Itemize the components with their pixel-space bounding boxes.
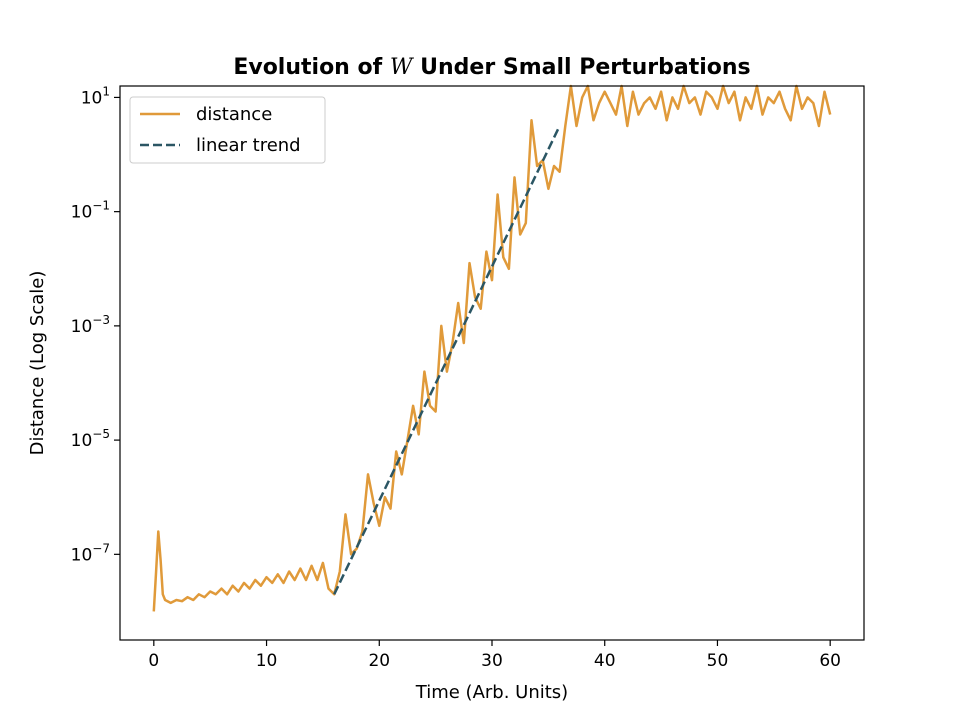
legend-label-linear-trend: linear trend: [196, 135, 301, 156]
series-line-linear-trend: [333, 125, 561, 595]
x-tick-label: 50: [707, 651, 729, 671]
y-axis-label: Distance (Log Scale): [27, 271, 48, 456]
y-tick-label: 101: [81, 84, 110, 108]
chart-title-prefix: Evolution of: [233, 55, 390, 80]
chart-title-symbol: W: [390, 55, 415, 80]
x-tick-label: 40: [594, 651, 616, 671]
legend-label-distance: distance: [196, 104, 272, 125]
plot-area: [152, 84, 832, 612]
x-tick-label: 60: [819, 651, 841, 671]
x-tick-label: 30: [481, 651, 503, 671]
y-tick-label: 10−1: [71, 199, 110, 223]
chart-title: Evolution of W Under Small Perturbations: [233, 55, 750, 80]
chart-title-suffix: Under Small Perturbations: [412, 55, 750, 80]
x-tick-label: 0: [148, 651, 159, 671]
y-tick-label: 10−3: [71, 313, 110, 337]
y-axis: 101 10−1 10−3 10−5 10−7: [71, 84, 120, 565]
y-tick-label: 10−7: [71, 541, 110, 565]
series-line-distance: [152, 84, 832, 612]
x-tick-label: 10: [256, 651, 278, 671]
x-tick-label: 20: [368, 651, 390, 671]
y-tick-label: 10−5: [71, 427, 110, 451]
x-axis-label: Time (Arb. Units): [415, 682, 568, 703]
x-axis: 0 10 20 30 40 50 60: [148, 640, 841, 671]
legend: distance linear trend: [129, 96, 326, 164]
